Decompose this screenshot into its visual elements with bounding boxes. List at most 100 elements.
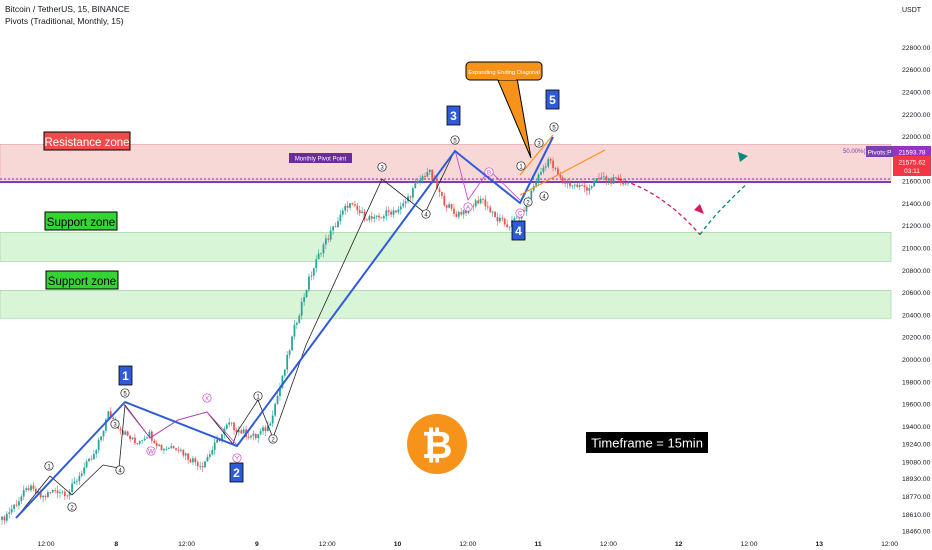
svg-text:Timeframe = 15min: Timeframe = 15min bbox=[591, 436, 703, 451]
candle-body bbox=[368, 216, 371, 221]
candle-body bbox=[298, 315, 301, 323]
candle-body bbox=[22, 490, 25, 497]
candle-body bbox=[276, 396, 279, 404]
candle-body bbox=[363, 211, 366, 220]
price-tick-label: 21400.00 bbox=[902, 201, 931, 208]
candle-body bbox=[252, 433, 255, 436]
wave-circle-label: 2 bbox=[70, 505, 74, 511]
wave-circle-label: 3 bbox=[537, 141, 541, 147]
time-tick-label: 12:00 bbox=[319, 541, 336, 548]
candle-body bbox=[564, 182, 567, 184]
candle-body bbox=[554, 168, 557, 169]
candle-body bbox=[73, 481, 76, 484]
candle-body bbox=[474, 200, 477, 207]
price-tick-label: 18460.00 bbox=[902, 529, 931, 536]
candle-body bbox=[199, 466, 202, 467]
candle-body bbox=[102, 430, 105, 437]
candle-body bbox=[366, 219, 368, 221]
candle-body bbox=[453, 208, 455, 214]
candle-body bbox=[486, 206, 489, 208]
candle-body bbox=[477, 200, 480, 204]
candle-body bbox=[385, 210, 388, 217]
candle-body bbox=[187, 453, 190, 460]
svg-text:USDT: USDT bbox=[902, 7, 922, 14]
candle-body bbox=[409, 196, 412, 198]
candle-body bbox=[571, 185, 574, 187]
candle-body bbox=[175, 448, 177, 450]
wave-circle-label: 5 bbox=[552, 125, 556, 131]
candle-body bbox=[204, 461, 206, 468]
price-tick-label: 18930.00 bbox=[902, 476, 931, 483]
candle-body bbox=[341, 210, 344, 215]
candle-body bbox=[3, 516, 6, 521]
candle-body bbox=[501, 217, 504, 219]
candle-body bbox=[399, 206, 402, 210]
candle-body bbox=[242, 429, 245, 434]
candle-body bbox=[213, 442, 216, 450]
candle-body bbox=[170, 446, 173, 448]
candle-body bbox=[189, 459, 192, 463]
candle-body bbox=[590, 186, 593, 189]
candle-body bbox=[617, 177, 620, 179]
candle-body bbox=[583, 185, 586, 188]
candle-body bbox=[489, 207, 492, 213]
price-tag-pivot: 21593.78 bbox=[893, 146, 931, 157]
svg-text:3: 3 bbox=[450, 109, 457, 123]
candle-body bbox=[47, 492, 49, 497]
candle-body bbox=[518, 217, 521, 219]
corrective-abc-line bbox=[454, 149, 521, 201]
candle-body bbox=[172, 446, 175, 449]
candle-body bbox=[92, 453, 95, 460]
candle-body bbox=[530, 190, 533, 199]
wave-circle bbox=[120, 388, 130, 398]
time-tick-label: 12:00 bbox=[178, 541, 195, 548]
candle-body bbox=[51, 490, 54, 493]
candle-body bbox=[353, 204, 356, 206]
price-tick-label: 20400.00 bbox=[902, 312, 931, 319]
candle-body bbox=[547, 159, 550, 167]
candle-body bbox=[436, 179, 438, 189]
projection-down-arrowhead bbox=[694, 204, 704, 214]
candle-body bbox=[303, 297, 306, 302]
candle-body bbox=[68, 492, 71, 496]
wave-circle-label: 5 bbox=[453, 138, 457, 144]
candle-body bbox=[56, 490, 59, 494]
price-tick-label: 21200.00 bbox=[902, 223, 931, 230]
price-tick-label: 18610.00 bbox=[902, 512, 931, 519]
wave-circle-label: B bbox=[487, 170, 491, 176]
candle-body bbox=[593, 181, 596, 187]
candle-body bbox=[339, 214, 342, 222]
time-tick-label: 12:00 bbox=[600, 541, 617, 548]
candle-body bbox=[566, 182, 569, 184]
svg-text:Pivots:P: Pivots:P bbox=[868, 150, 892, 157]
price-tick-label: 19240.00 bbox=[902, 442, 931, 449]
candle-body bbox=[250, 435, 252, 438]
candle-body bbox=[370, 216, 373, 219]
candle-body bbox=[472, 205, 475, 207]
candle-body bbox=[428, 169, 431, 172]
candle-body bbox=[63, 491, 66, 497]
candle-body bbox=[414, 183, 417, 189]
price-tick-label: 20800.00 bbox=[902, 268, 931, 275]
candle-body bbox=[557, 168, 559, 175]
candle-body bbox=[337, 221, 339, 228]
wave-circle bbox=[44, 461, 54, 471]
candle-body bbox=[356, 205, 359, 211]
candle-body bbox=[382, 216, 385, 219]
candle-body bbox=[561, 177, 564, 183]
svg-text:Support zone: Support zone bbox=[47, 217, 115, 229]
candle-body bbox=[76, 480, 78, 482]
candle-body bbox=[602, 176, 605, 178]
wave-4-label: 4 bbox=[511, 220, 526, 241]
wave-circle-label: 5 bbox=[123, 391, 127, 397]
candle-body bbox=[163, 448, 165, 451]
indicator-title: Pivots (Traditional, Monthly, 15) bbox=[5, 16, 124, 26]
candle-body bbox=[54, 490, 57, 491]
candle-body bbox=[581, 185, 583, 186]
candle-body bbox=[266, 425, 269, 432]
candle-body bbox=[322, 244, 325, 254]
candle-body bbox=[66, 495, 69, 497]
candle-body bbox=[443, 195, 446, 206]
candle-body bbox=[30, 485, 32, 491]
